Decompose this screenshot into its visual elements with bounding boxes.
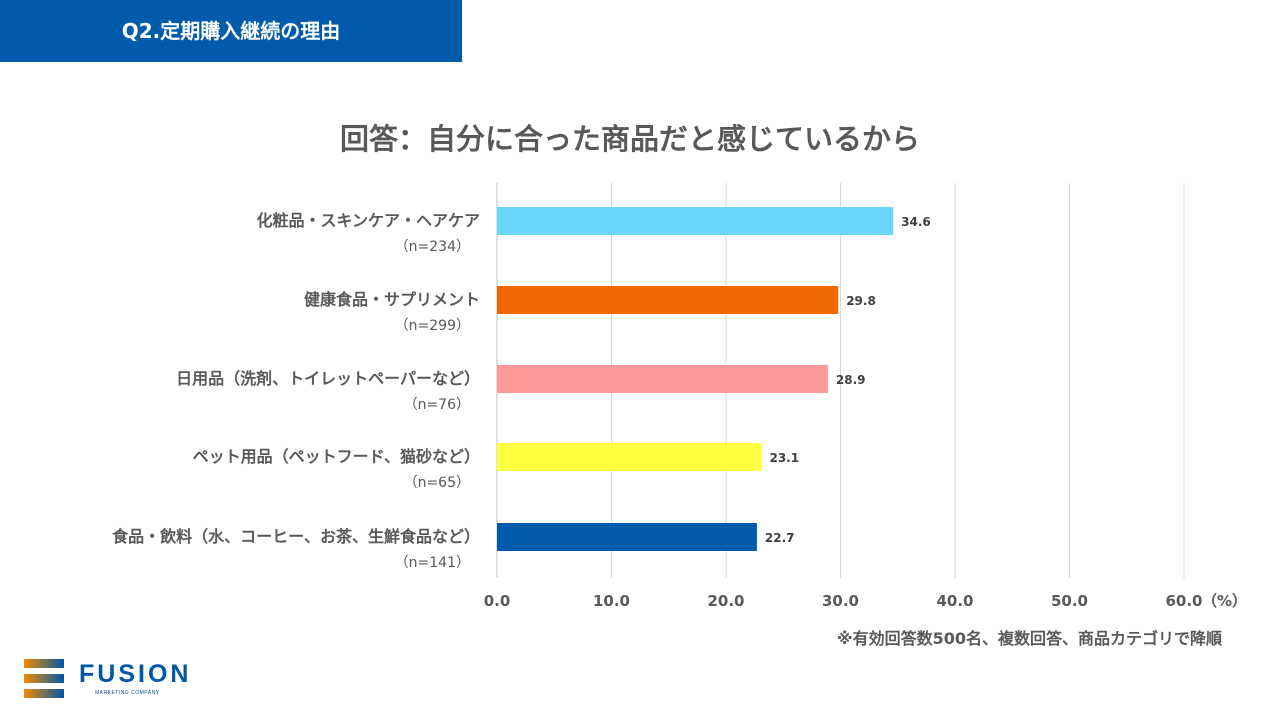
x-tick-label: 50.0 [1051, 592, 1088, 610]
data-label: 22.7 [765, 531, 795, 545]
footnote: ※有効回答数500名、複数回答、商品カテゴリで降順 [837, 629, 1222, 648]
logo-stripe-icon [24, 689, 64, 698]
sample-size-label: （n=65） [404, 475, 470, 491]
x-tick-label: 30.0 [822, 592, 859, 610]
x-tick-label: 60.0 [1165, 592, 1202, 610]
sample-size-label: （n=141） [395, 555, 470, 571]
sample-size-label: （n=234） [395, 239, 470, 255]
data-label: 28.9 [836, 373, 866, 387]
sample-size-label: （n=299） [395, 318, 470, 334]
x-tick-label: 10.0 [593, 592, 630, 610]
bar [497, 286, 839, 314]
logo-wordmark: FUSION [79, 660, 192, 688]
x-tick-label: 0.0 [484, 592, 511, 610]
logo-tagline: MARKETING COMPANY [95, 690, 160, 696]
x-axis-unit: （%） [1202, 592, 1247, 610]
data-label: 34.6 [901, 215, 931, 229]
category-label: ペット用品（ペットフード、猫砂など） [193, 447, 480, 466]
x-tick-label: 20.0 [707, 592, 744, 610]
category-label: 健康食品・サプリメント [304, 290, 480, 309]
x-tick-label: 40.0 [936, 592, 973, 610]
question-header: Q2.定期購入継続の理由 [0, 0, 462, 62]
data-label: 23.1 [769, 451, 799, 465]
bar [497, 443, 762, 471]
bar [497, 365, 828, 393]
sample-size-label: （n=76） [404, 397, 470, 413]
bar [497, 523, 757, 551]
bar [497, 207, 894, 235]
data-label: 29.8 [846, 294, 876, 308]
category-label: 食品・飲料（水、コーヒー、お茶、生鮮食品など） [111, 527, 480, 546]
chart-title: 回答：自分に合った商品だと感じているから [339, 122, 920, 156]
logo-stripe-icon [24, 659, 64, 668]
logo-stripe-icon [24, 674, 64, 683]
category-label: 日用品（洗剤、トイレットペーパーなど） [176, 369, 480, 388]
category-label: 化粧品・スキンケア・ヘアケア [256, 211, 480, 230]
